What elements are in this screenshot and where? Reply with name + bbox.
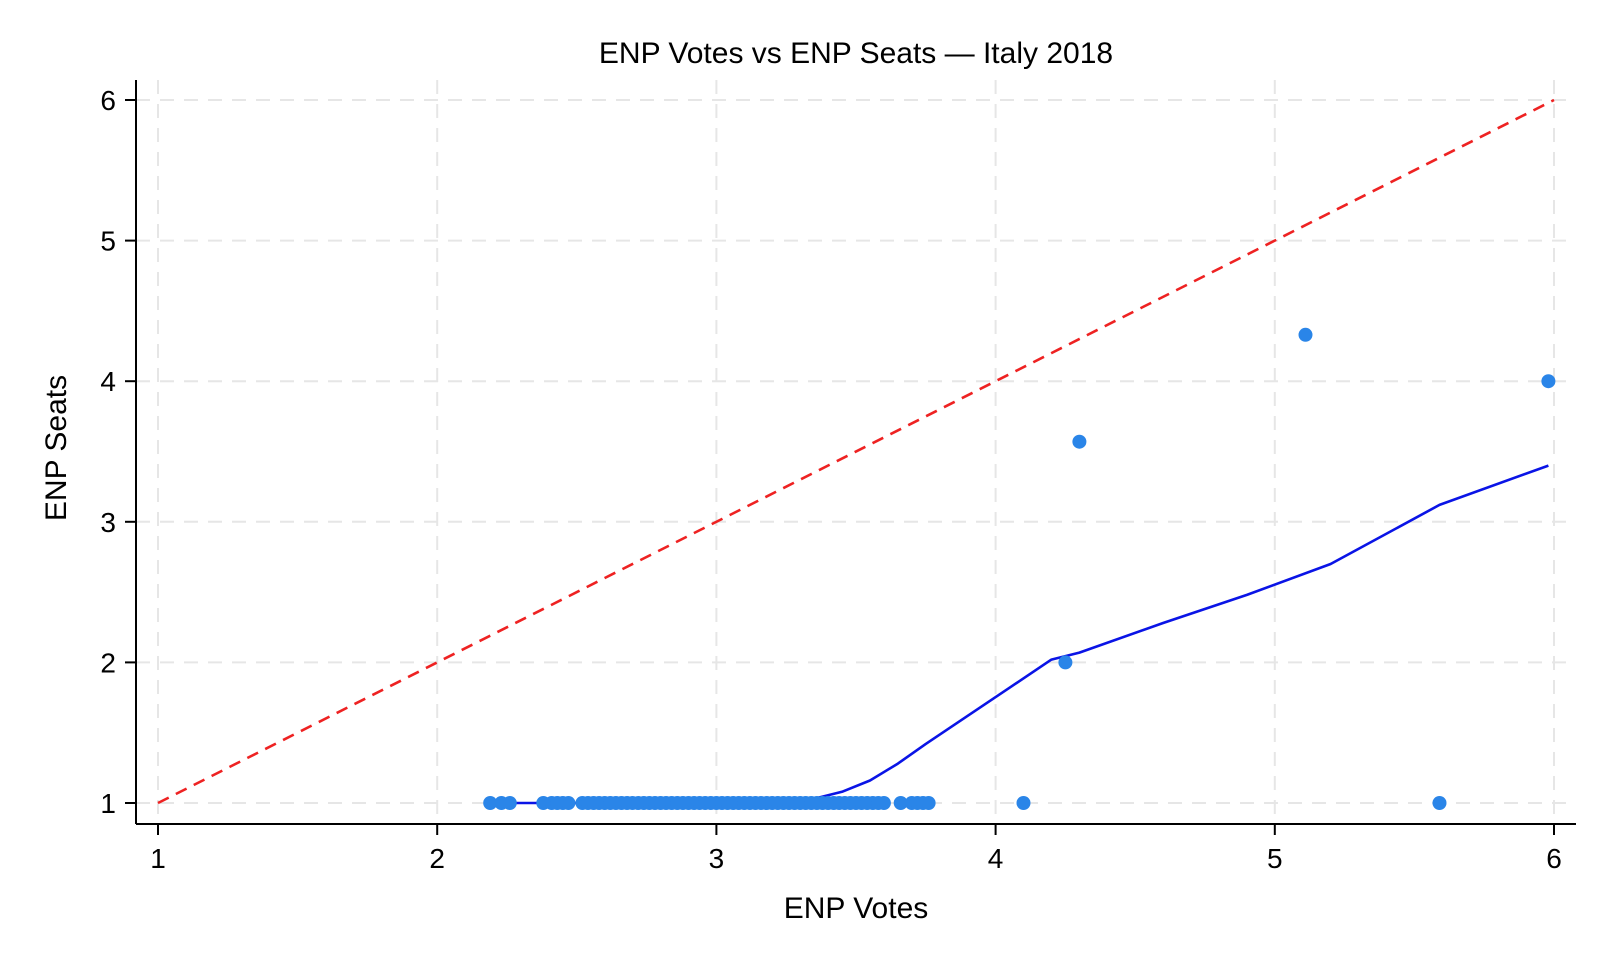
y-tick-label: 3 [100, 507, 116, 538]
data-points-layer [483, 327, 1556, 810]
data-point [921, 796, 936, 810]
data-point [1072, 434, 1087, 449]
x-axis-label: ENP Votes [784, 892, 929, 925]
y-tick-label: 6 [100, 85, 116, 116]
y-axis-label: ENP Seats [40, 375, 73, 521]
data-point [1058, 655, 1073, 670]
y-tick-label: 5 [100, 226, 116, 257]
chart-title: ENP Votes vs ENP Seats — Italy 2018 [599, 37, 1113, 70]
data-point [876, 796, 891, 810]
data-point [561, 796, 576, 810]
data-point [1541, 374, 1556, 389]
x-tick-label: 1 [150, 843, 166, 874]
x-tick-label: 5 [1267, 843, 1283, 874]
y-tick-label: 2 [100, 647, 116, 678]
data-point [1298, 327, 1313, 342]
smoother-line [490, 464, 1549, 805]
data-point [483, 796, 498, 810]
data-point [1016, 796, 1031, 810]
y-tick-label: 4 [100, 366, 116, 397]
data-point [1432, 796, 1447, 810]
x-tick-label: 2 [429, 843, 445, 874]
axes: 1 2 3 4 5 6 1 2 3 4 5 6 [100, 80, 1576, 874]
data-point [893, 796, 908, 810]
reference-line [157, 98, 1555, 805]
y-tick-label: 1 [100, 788, 116, 819]
x-tick-label: 3 [709, 843, 725, 874]
x-tick-label: 6 [1546, 843, 1562, 874]
data-point [502, 796, 517, 810]
reference-line-layer [157, 98, 1555, 805]
x-tick-label: 4 [988, 843, 1004, 874]
smoother-line-layer [490, 464, 1549, 805]
